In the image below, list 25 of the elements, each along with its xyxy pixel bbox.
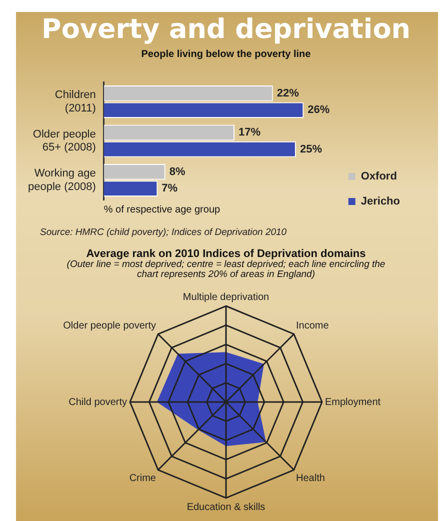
spoke-label: Income — [296, 321, 330, 332]
source-note: Source: HMRC (child poverty); Indices of Deprivation 2010 — [39, 226, 288, 238]
chart-title: Poverty and deprivation — [40, 13, 412, 47]
y-tick-label: Children (2011) — [54, 88, 96, 114]
chart-title: Average rank on 2010 Indices of Deprivation domains — [85, 248, 367, 260]
chart-subtitle: (Outer line = most deprived; centre = least deprived; each line encircling the chart represents 20% of areas in England) — [66, 258, 386, 282]
y-tick-label: Working age people (2008) — [28, 167, 96, 192]
spoke-label: Older people poverty — [63, 321, 156, 332]
x-axis-title: % of respective age group — [104, 204, 221, 216]
y-tick-label: Older people 65+ (2008) — [32, 128, 96, 154]
data-label: 8% — [169, 165, 186, 178]
data-label: 7% — [162, 182, 178, 194]
data-label: 25% — [300, 142, 322, 155]
spoke-label: Health — [296, 473, 325, 484]
data-label: 22% — [276, 87, 300, 99]
data-label: 26% — [308, 104, 330, 116]
chart-subtitle: People living below the poverty line — [140, 49, 312, 60]
legend-label: Jericho — [360, 195, 400, 208]
data-label: 17% — [238, 126, 261, 138]
spoke-label: Education & skills — [186, 502, 266, 514]
legend-label: Oxford — [360, 170, 397, 182]
spoke-label: Child poverty — [68, 397, 127, 408]
spoke-label: Employment — [325, 397, 381, 408]
spoke-label: Multiple deprivation — [182, 292, 270, 304]
spoke-label: Crime — [129, 473, 156, 484]
